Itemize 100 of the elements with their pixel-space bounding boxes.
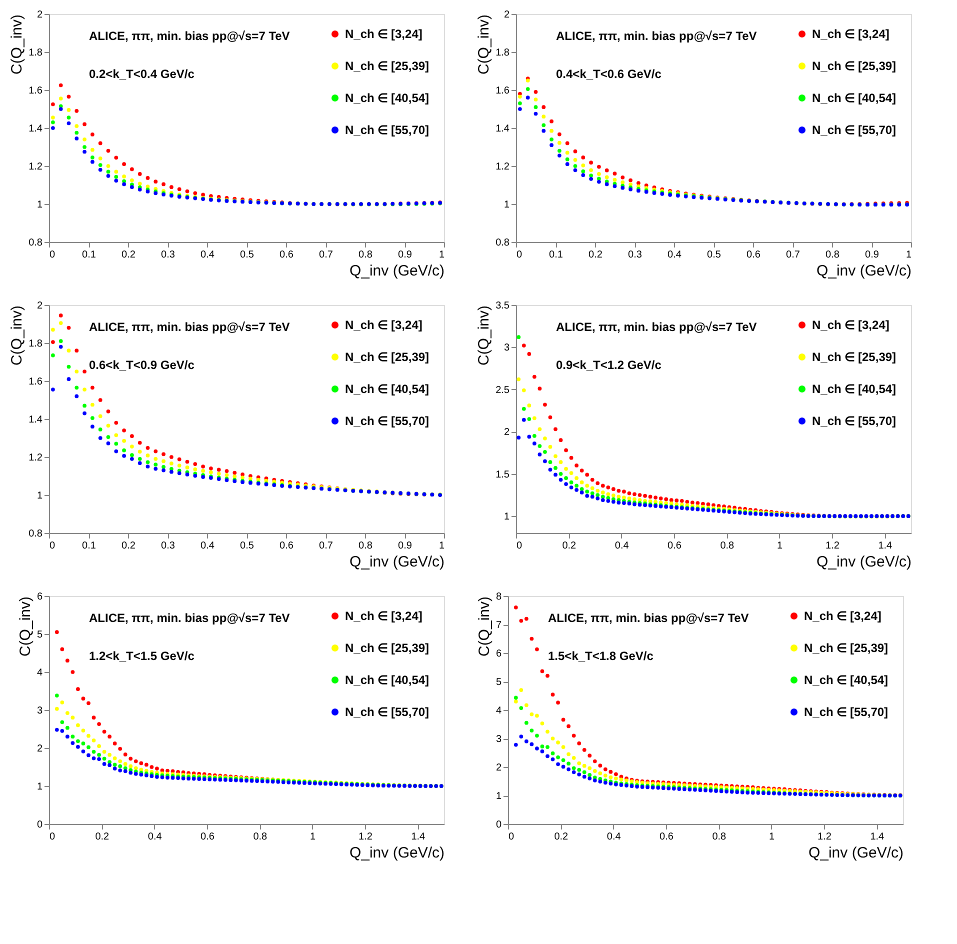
x-tick-label: 1.2 <box>826 540 840 552</box>
legend-label: N_ch ∈ [55,70] <box>345 705 430 719</box>
y-tick-label: 1.6 <box>28 86 43 96</box>
legend-label: N_ch ∈ [40,54] <box>345 673 430 687</box>
x-tick-label: 1 <box>906 250 912 260</box>
x-tick-label: 0.2 <box>562 540 577 552</box>
annotation: 0.6<k_T<0.9 GeV/c <box>89 358 195 372</box>
x-tick-label: 0.2 <box>554 832 569 842</box>
x-tick-label: 1 <box>438 250 445 260</box>
legend-label: N_ch ∈ [40,54] <box>804 673 888 687</box>
legend-label: N_ch ∈ [40,54] <box>812 382 896 396</box>
x-tick-label: 0.5 <box>240 250 254 260</box>
x-tick-label: 0 <box>516 250 522 260</box>
legend-label: N_ch ∈ [3,24] <box>812 318 890 332</box>
y-tick-label: 2.5 <box>496 384 510 396</box>
x-tick-label: 0.1 <box>82 540 96 552</box>
y-tick-label: 2 <box>504 427 510 438</box>
y-tick-label: 1.5 <box>496 469 510 480</box>
x-tick-label: 1 <box>310 832 316 842</box>
x-tick-label: 0.6 <box>668 540 682 552</box>
legend-label: N_ch ∈ [55,70] <box>804 705 888 719</box>
legend-label: N_ch ∈ [3,24] <box>345 609 422 623</box>
legend-label: N_ch ∈ [3,24] <box>812 27 890 41</box>
x-axis-title: Q_inv (GeV/c) <box>349 262 444 280</box>
y-tick-label: 1 <box>36 490 43 502</box>
legend-label: N_ch ∈ [55,70] <box>812 414 896 428</box>
y-tick-label: 1.2 <box>496 162 510 172</box>
legend-label: N_ch ∈ [25,39] <box>345 59 430 73</box>
legend-label: N_ch ∈ [25,39] <box>812 59 896 73</box>
x-axis-title: Q_inv (GeV/c) <box>349 554 444 570</box>
legend-label: N_ch ∈ [55,70] <box>345 123 430 137</box>
y-tick-label: 1 <box>504 512 510 523</box>
x-tick-label: 0.8 <box>720 540 735 552</box>
x-tick-label: 0.2 <box>122 540 136 552</box>
x-tick-label: 0 <box>516 540 522 552</box>
y-tick-label: 1.2 <box>28 162 43 172</box>
y-tick-label: 2 <box>504 10 510 20</box>
y-tick-label: 8 <box>496 592 502 602</box>
x-tick-label: 0.5 <box>707 250 722 260</box>
x-tick-label: 0.4 <box>614 540 630 552</box>
annotation: 0.9<k_T<1.2 GeV/c <box>556 358 662 372</box>
y-axis-title: C(Q_inv) <box>476 596 493 657</box>
y-tick-label: 1.4 <box>496 124 510 134</box>
x-tick-label: 0.8 <box>358 540 373 552</box>
y-tick-label: 1 <box>36 782 43 792</box>
x-tick-label: 0 <box>50 832 56 842</box>
x-tick-label: 0.6 <box>746 250 761 260</box>
x-tick-label: 0.8 <box>826 250 840 260</box>
x-tick-label: 0.8 <box>358 250 373 260</box>
annotation: 0.4<k_T<0.6 GeV/c <box>556 67 662 81</box>
x-axis-title: Q_inv (GeV/c) <box>816 554 912 570</box>
annotation: ALICE, ππ, min. bias pp@√s=7 TeV <box>89 320 290 334</box>
x-tick-label: 0.4 <box>148 832 162 842</box>
x-tick-label: 1.4 <box>870 832 885 842</box>
annotation: ALICE, ππ, min. bias pp@√s=7 TeV <box>89 29 290 43</box>
y-tick-label: 6 <box>496 648 502 660</box>
y-tick-label: 3.5 <box>496 300 510 312</box>
x-tick-label: 1 <box>438 540 445 552</box>
x-tick-label: 0 <box>50 540 56 552</box>
y-tick-label: 2 <box>36 10 43 20</box>
y-tick-label: 2 <box>496 762 502 774</box>
annotation: ALICE, ππ, min. bias pp@√s=7 TeV <box>89 611 290 625</box>
y-tick-label: 1 <box>504 200 510 210</box>
y-tick-label: 0.8 <box>496 238 510 248</box>
y-tick-label: 1.8 <box>28 338 43 350</box>
x-tick-label: 1.2 <box>818 832 832 842</box>
y-tick-label: 7 <box>496 620 502 631</box>
annotation: ALICE, ππ, min. bias pp@√s=7 TeV <box>548 611 749 625</box>
legend-label: N_ch ∈ [3,24] <box>345 27 422 41</box>
x-tick-label: 0.7 <box>786 250 800 260</box>
x-tick-label: 0.1 <box>549 250 564 260</box>
legend-label: N_ch ∈ [3,24] <box>804 609 882 623</box>
x-tick-label: 0.8 <box>712 832 727 842</box>
x-tick-label: 0.7 <box>319 540 334 552</box>
x-tick-label: 0.3 <box>161 540 176 552</box>
x-tick-label: 1.2 <box>358 832 373 842</box>
legend-label: N_ch ∈ [40,54] <box>812 91 896 105</box>
x-tick-label: 1 <box>777 540 784 552</box>
y-tick-label: 1.8 <box>496 48 510 58</box>
annotation: 1.2<k_T<1.5 GeV/c <box>89 649 195 663</box>
y-tick-label: 0.8 <box>28 238 43 248</box>
x-tick-label: 0.8 <box>253 832 268 842</box>
x-axis-title: Q_inv (GeV/c) <box>349 844 444 862</box>
y-tick-label: 0 <box>36 820 43 830</box>
annotation: ALICE, ππ, min. bias pp@√s=7 TeV <box>556 320 757 334</box>
legend-label: N_ch ∈ [55,70] <box>812 123 896 137</box>
y-tick-label: 1.8 <box>28 48 43 58</box>
annotation: ALICE, ππ, min. bias pp@√s=7 TeV <box>556 29 757 43</box>
x-tick-label: 0.9 <box>398 540 412 552</box>
legend-label: N_ch ∈ [25,39] <box>812 350 896 364</box>
x-tick-label: 0.2 <box>122 250 136 260</box>
y-tick-label: 3 <box>496 734 502 745</box>
x-tick-label: 0.6 <box>200 832 215 842</box>
x-tick-label: 0.3 <box>161 250 176 260</box>
x-tick-label: 0.9 <box>865 250 880 260</box>
y-tick-label: 2 <box>36 744 43 754</box>
annotation: 0.2<k_T<0.4 GeV/c <box>89 67 195 81</box>
legend-label: N_ch ∈ [40,54] <box>345 91 430 105</box>
x-tick-label: 0.4 <box>606 832 622 842</box>
y-axis-title: C(Q_inv) <box>476 306 493 366</box>
